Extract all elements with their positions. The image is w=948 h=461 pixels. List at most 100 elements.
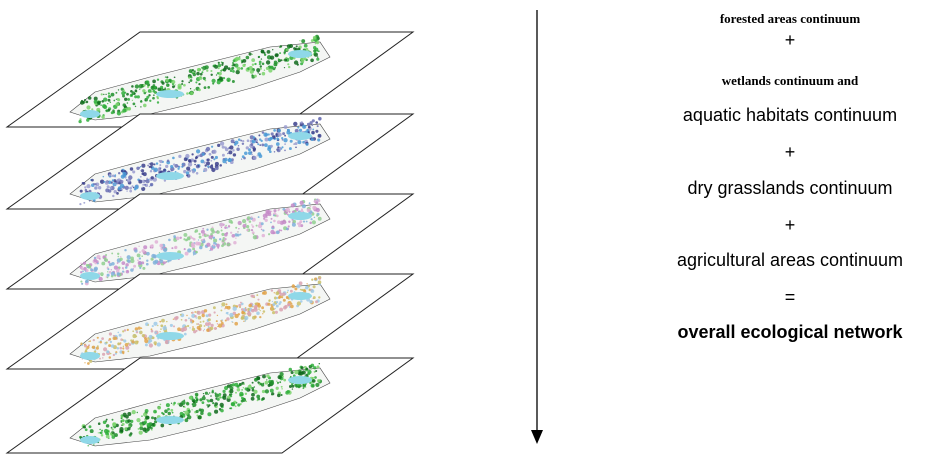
habitat-patch <box>141 255 143 257</box>
habitat-patch <box>103 176 105 178</box>
habitat-patch <box>168 239 171 242</box>
habitat-patch <box>132 100 133 101</box>
habitat-patch <box>202 314 205 317</box>
habitat-patch <box>313 296 316 299</box>
habitat-patch <box>152 247 153 248</box>
habitat-patch <box>257 143 259 145</box>
habitat-patch <box>251 397 255 401</box>
habitat-patch <box>299 40 300 41</box>
habitat-patch <box>159 331 160 332</box>
habitat-patch <box>127 107 131 111</box>
habitat-patch <box>190 321 192 323</box>
habitat-patch <box>162 261 165 264</box>
habitat-patch <box>237 67 241 71</box>
habitat-patch <box>145 409 149 413</box>
habitat-patch <box>251 309 254 312</box>
habitat-patch <box>273 220 276 223</box>
habitat-patch <box>200 409 204 413</box>
habitat-patch <box>211 146 213 148</box>
habitat-patch <box>93 259 96 262</box>
habitat-patch <box>304 44 308 48</box>
habitat-patch <box>195 393 199 397</box>
habitat-patch <box>117 332 119 334</box>
habitat-patch <box>315 202 318 205</box>
habitat-patch <box>208 318 211 321</box>
habitat-patch <box>142 89 145 92</box>
habitat-patch <box>81 268 83 270</box>
habitat-patch <box>135 89 138 92</box>
habitat-patch <box>141 187 145 191</box>
lake-shape <box>288 292 312 300</box>
habitat-patch <box>139 267 141 269</box>
habitat-patch <box>252 226 254 228</box>
habitat-patch <box>239 233 241 235</box>
habitat-patch <box>132 339 134 341</box>
habitat-patch <box>246 146 249 149</box>
habitat-patch <box>86 184 90 188</box>
habitat-patch <box>290 290 293 293</box>
habitat-patch <box>210 399 214 403</box>
habitat-patch <box>281 394 283 396</box>
habitat-patch <box>259 144 261 146</box>
habitat-patch <box>232 62 234 64</box>
habitat-patch <box>163 248 167 252</box>
habitat-patch <box>82 182 84 184</box>
habitat-patch <box>88 96 92 100</box>
habitat-patch <box>172 412 174 414</box>
habitat-patch <box>193 330 196 333</box>
habitat-patch <box>176 237 180 241</box>
habitat-patch <box>233 307 237 311</box>
habitat-patch <box>167 408 170 411</box>
habitat-patch <box>196 251 198 253</box>
habitat-patch <box>124 104 125 105</box>
habitat-patch <box>284 67 285 68</box>
habitat-patch <box>306 368 309 371</box>
habitat-patch <box>262 229 264 231</box>
habitat-patch <box>154 260 158 264</box>
habitat-patch <box>289 44 293 48</box>
habitat-patch <box>231 321 232 322</box>
habitat-patch <box>212 237 214 239</box>
habitat-patch <box>151 424 153 426</box>
habitat-patch <box>151 254 155 258</box>
habitat-patch <box>83 262 86 265</box>
habitat-patch <box>310 59 314 63</box>
habitat-patch <box>157 325 158 326</box>
habitat-patch <box>267 210 271 214</box>
habitat-patch <box>212 150 216 154</box>
habitat-patch <box>191 169 192 170</box>
habitat-patch <box>234 322 238 326</box>
habitat-patch <box>103 347 107 351</box>
habitat-patch <box>105 188 109 192</box>
habitat-patch <box>80 271 82 273</box>
habitat-patch <box>107 109 110 112</box>
habitat-patch <box>161 319 165 323</box>
habitat-patch <box>207 412 211 416</box>
habitat-patch <box>317 365 320 368</box>
habitat-patch <box>249 220 252 223</box>
habitat-patch <box>188 82 190 84</box>
habitat-patch <box>196 149 200 153</box>
habitat-patch <box>306 221 308 223</box>
habitat-patch <box>290 305 294 309</box>
habitat-patch <box>270 381 274 385</box>
habitat-patch <box>140 100 143 103</box>
habitat-patch <box>256 294 258 296</box>
habitat-patch <box>138 261 142 265</box>
habitat-patch <box>127 102 129 104</box>
habitat-patch <box>235 392 237 394</box>
habitat-patch <box>108 95 111 98</box>
habitat-patch <box>316 208 320 212</box>
habitat-patch <box>186 174 188 176</box>
habitat-patch <box>215 156 218 159</box>
habitat-patch <box>271 132 274 135</box>
habitat-patch <box>166 76 168 78</box>
habitat-patch <box>257 299 259 301</box>
habitat-patch <box>197 155 200 158</box>
habitat-patch <box>194 250 196 252</box>
habitat-patch <box>112 179 114 181</box>
habitat-patch <box>121 170 124 173</box>
habitat-patch <box>127 255 131 259</box>
habitat-patch <box>279 46 281 48</box>
habitat-patch <box>143 84 146 87</box>
